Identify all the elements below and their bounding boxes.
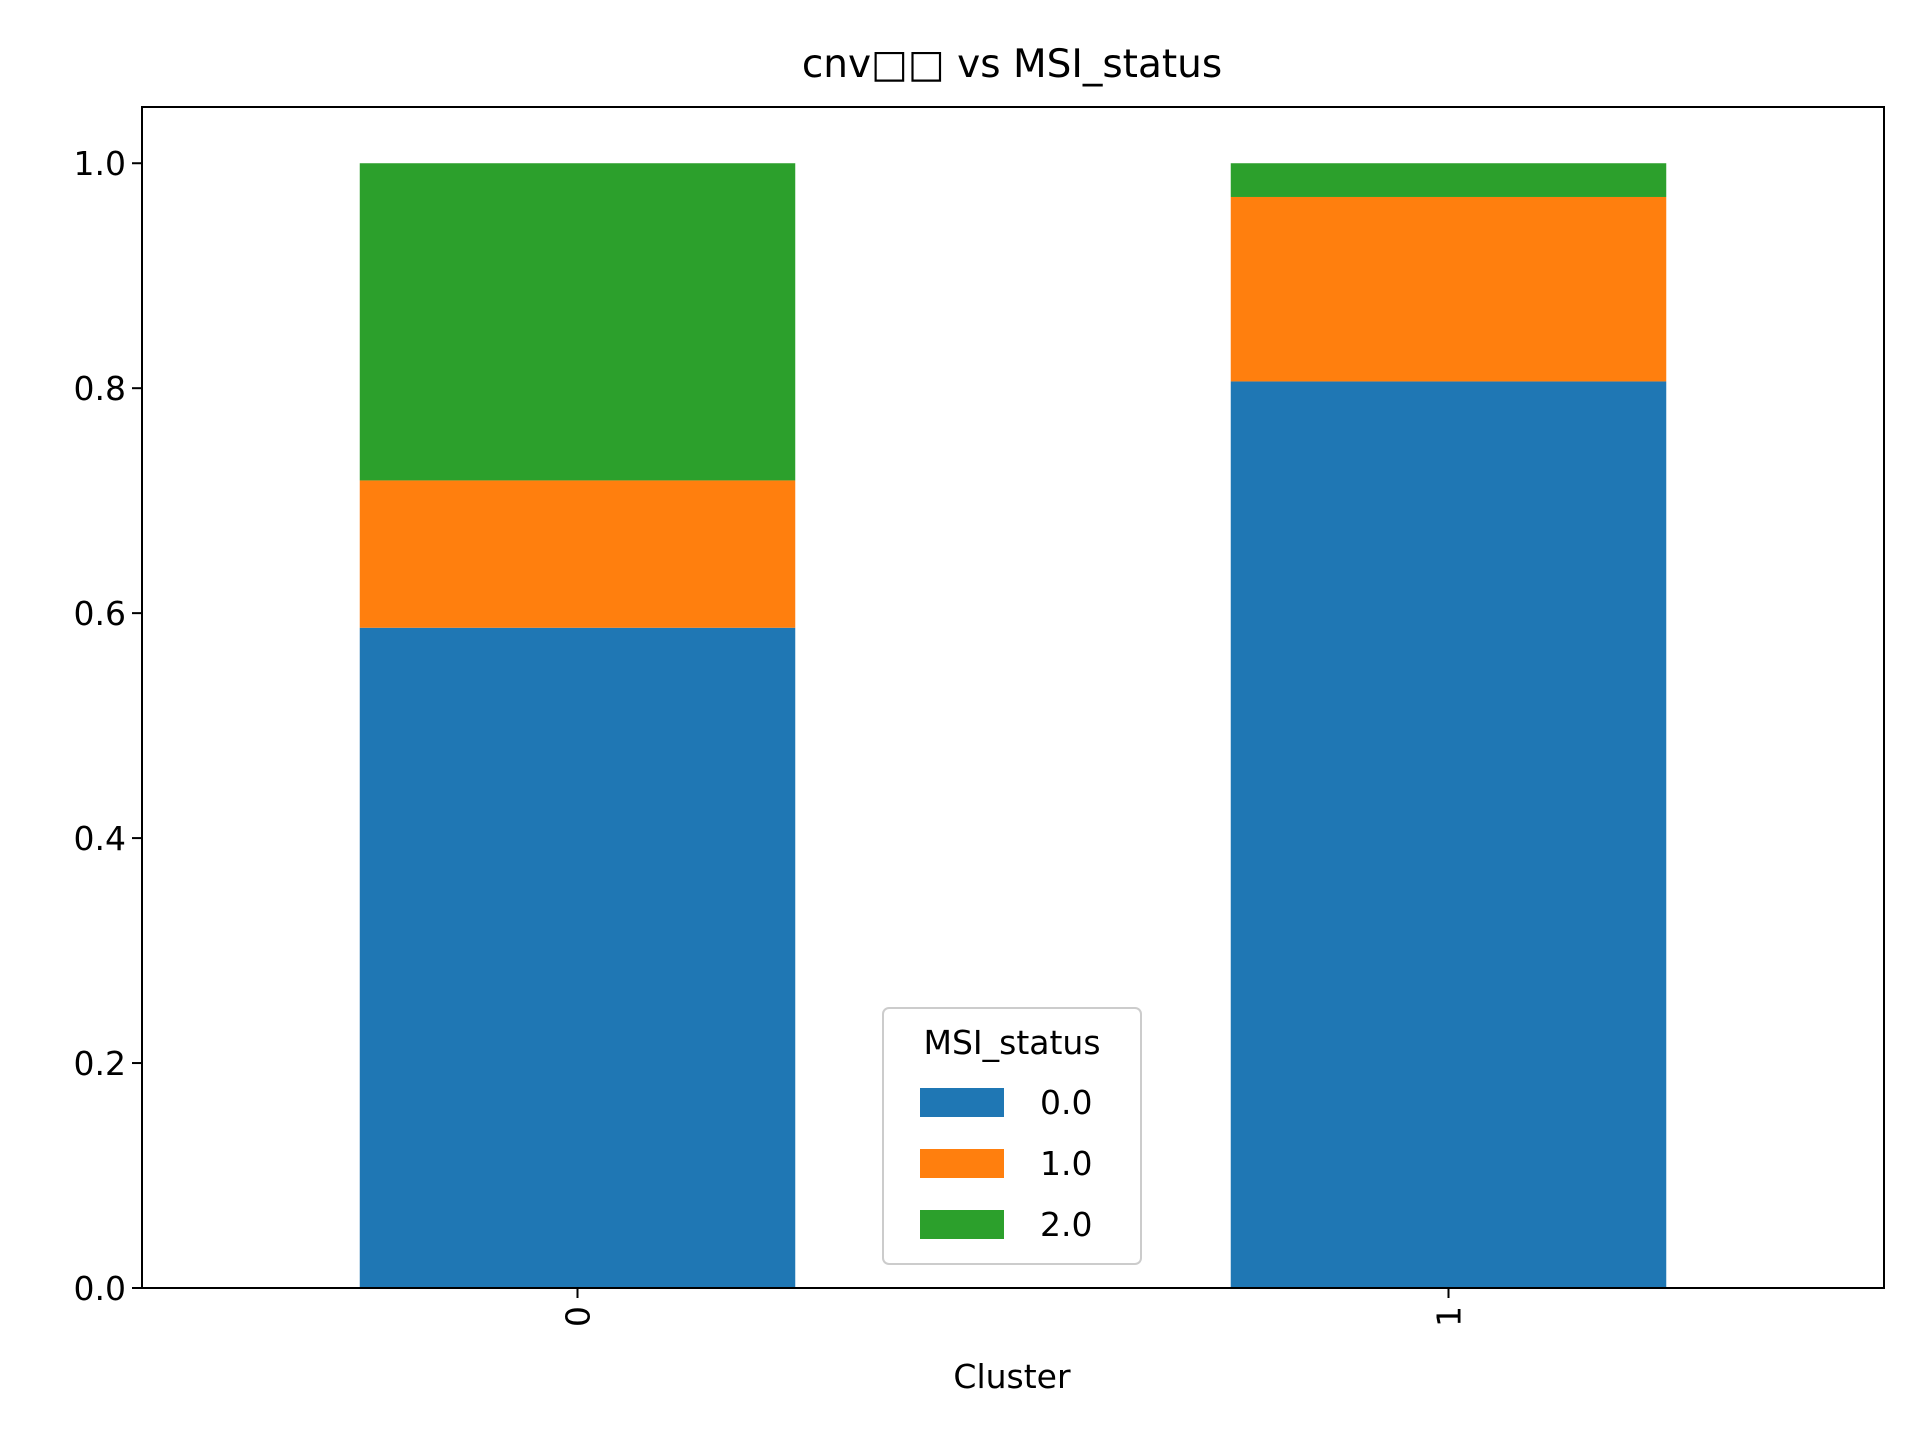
legend-label-0: 0.0 bbox=[1040, 1083, 1092, 1122]
x-tick-label: 0 bbox=[559, 1306, 598, 1327]
bars-group bbox=[359, 163, 1667, 1288]
bar-cluster-1-series-0 bbox=[1230, 381, 1667, 1288]
y-tick-label: 0.6 bbox=[74, 594, 126, 633]
bar-cluster-1-series-2 bbox=[1230, 163, 1667, 197]
chart-title: cnv□□ vs MSI_status bbox=[802, 42, 1222, 87]
bar-cluster-0-series-1 bbox=[359, 480, 796, 628]
legend-frame bbox=[882, 1007, 1142, 1265]
legend-label-1: 1.0 bbox=[1040, 1144, 1092, 1183]
legend-title: MSI_status bbox=[923, 1023, 1100, 1062]
bar-cluster-0-series-2 bbox=[359, 163, 796, 481]
y-tick-label: 0.8 bbox=[74, 369, 126, 408]
legend-swatch-0 bbox=[920, 1088, 1004, 1117]
x-tick-label: 1 bbox=[1430, 1306, 1469, 1327]
legend: MSI_status 0.0 1.0 2.0 bbox=[882, 1007, 1142, 1265]
legend-label-2: 2.0 bbox=[1040, 1205, 1092, 1244]
y-axis: 0.0 0.2 0.4 0.6 0.8 1.0 bbox=[74, 144, 142, 1308]
bar-cluster-0-series-0 bbox=[359, 627, 796, 1288]
bar-cluster-1-series-1 bbox=[1230, 196, 1667, 382]
legend-swatch-2 bbox=[920, 1210, 1004, 1239]
y-tick-label: 0.0 bbox=[74, 1269, 126, 1308]
legend-swatch-1 bbox=[920, 1149, 1004, 1178]
y-tick-label: 0.2 bbox=[74, 1044, 126, 1083]
legend-items: 0.0 1.0 2.0 bbox=[920, 1083, 1092, 1244]
y-tick-label: 0.4 bbox=[74, 819, 126, 858]
y-tick-label: 1.0 bbox=[74, 144, 126, 183]
plot-frame bbox=[141, 106, 1885, 1289]
x-axis-label: Cluster bbox=[953, 1357, 1071, 1396]
